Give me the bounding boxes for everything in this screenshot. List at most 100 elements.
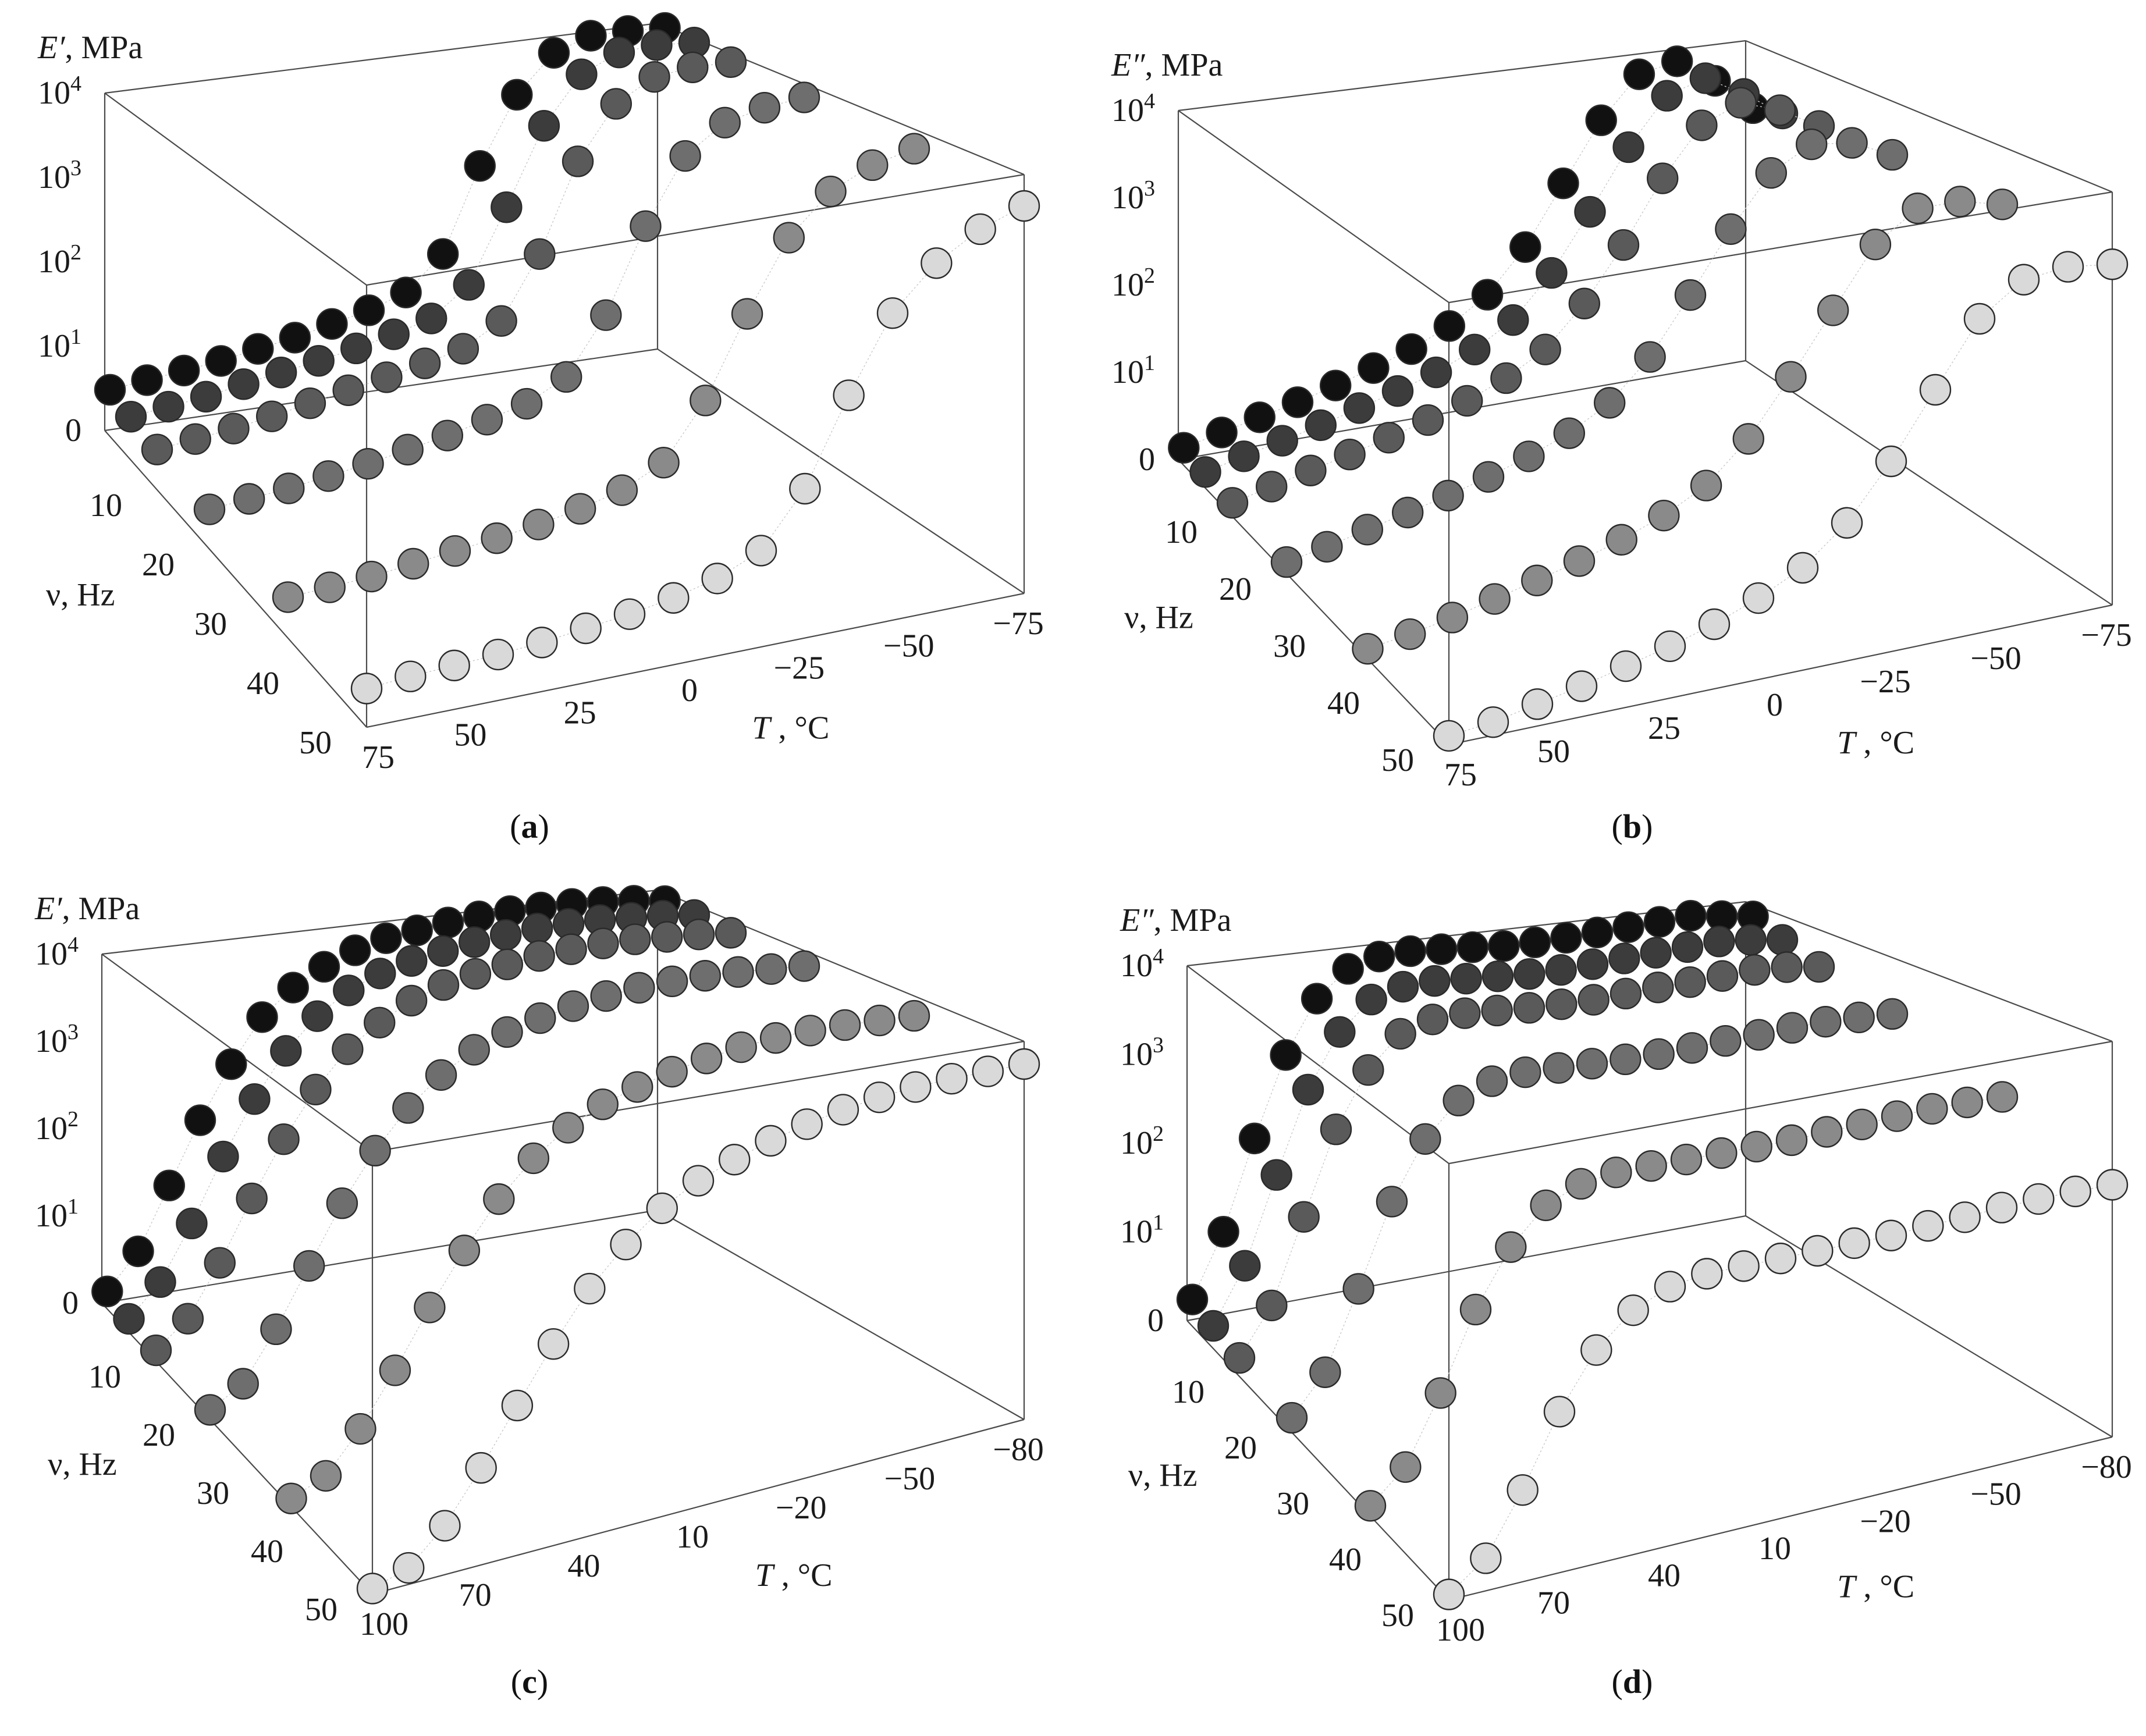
z-tick-label: 102 — [38, 240, 81, 280]
z-axis-symbol: E′ — [34, 891, 62, 927]
data-point — [1607, 229, 1640, 261]
data-point — [1553, 417, 1585, 449]
data-point — [1706, 1137, 1738, 1169]
data-point — [1671, 931, 1704, 963]
data-point — [1640, 937, 1672, 969]
data-point — [755, 953, 787, 985]
data-point — [1568, 287, 1600, 319]
data-point — [1459, 333, 1491, 366]
data-point — [429, 1510, 461, 1542]
data-point — [1495, 1231, 1527, 1263]
nu-axis-ticks: 10 20 30 40 50 — [90, 488, 332, 761]
nu-tick-label: 40 — [1327, 685, 1360, 721]
t-axis-title: T , °C — [1837, 725, 1914, 761]
data-point — [270, 1035, 302, 1067]
data-point — [153, 1169, 185, 1201]
z-tick-base: 10 — [1111, 93, 1144, 129]
t-tick-label: 10 — [676, 1519, 709, 1555]
data-point — [152, 390, 184, 423]
z-tick-base: 10 — [35, 1111, 67, 1147]
data-point — [557, 990, 589, 1022]
data-point — [194, 1394, 226, 1426]
t-axis-unit: , °C — [773, 1557, 833, 1593]
data-point — [1197, 1310, 1230, 1342]
data-point — [1481, 960, 1514, 992]
data-point — [1530, 1189, 1562, 1221]
caption-close: ) — [1642, 1663, 1653, 1701]
data-point — [1260, 1159, 1292, 1191]
series-guide-line — [157, 62, 731, 450]
box-edge-top-right — [657, 889, 1025, 1043]
data-point — [590, 299, 622, 331]
nu-axis-title: ν, Hz — [1124, 600, 1193, 636]
data-point — [326, 1187, 358, 1219]
data-point — [1207, 1216, 1239, 1248]
z-axis-unit: , MPa — [65, 30, 143, 66]
data-point — [1876, 998, 1909, 1030]
data-point — [630, 210, 662, 242]
caption-close: ) — [1642, 807, 1653, 845]
data-point — [485, 305, 517, 337]
data-point — [371, 361, 403, 393]
data-point — [1859, 229, 1892, 261]
t-axis-symbol: T — [1837, 1569, 1857, 1605]
t-tick-label: −25 — [774, 650, 825, 686]
data-point — [279, 322, 311, 354]
data-point — [1301, 983, 1333, 1015]
data-point — [458, 1034, 490, 1066]
t-tick-label: 40 — [567, 1548, 600, 1584]
data-point — [528, 110, 560, 142]
nu-tick-label: 20 — [142, 547, 175, 583]
data-point — [1470, 1542, 1502, 1574]
data-point — [364, 958, 396, 990]
data-point — [1703, 926, 1735, 958]
nu-tick-label: 30 — [1273, 628, 1306, 664]
data-point — [1739, 954, 1771, 986]
data-point — [1617, 1294, 1649, 1326]
data-point — [1416, 1004, 1449, 1036]
caption-open: ( — [510, 807, 521, 845]
data-point — [1771, 951, 1803, 983]
data-point — [260, 1313, 292, 1346]
data-point — [272, 581, 304, 613]
data-point — [1206, 417, 1238, 449]
data-point — [1545, 954, 1577, 986]
data-point — [356, 1573, 389, 1605]
data-point — [344, 1413, 376, 1445]
data-point — [246, 1001, 278, 1033]
data-point — [1384, 1018, 1416, 1050]
box-edge-top-right — [1745, 40, 2113, 193]
data-point — [453, 269, 485, 301]
data-point — [1419, 965, 1451, 997]
data-point — [141, 433, 173, 465]
data-point — [2008, 264, 2040, 296]
data-point — [227, 1368, 259, 1400]
nu-axis-unit: , Hz — [1139, 600, 1193, 636]
t-tick-label: 100 — [360, 1606, 408, 1642]
z-tick-exponent: 3 — [67, 1020, 79, 1044]
data-point — [1786, 552, 1819, 584]
z-tick-exponent: 4 — [67, 933, 79, 957]
data-point — [1985, 1191, 2018, 1223]
data-point — [1651, 80, 1683, 112]
data-point — [1732, 423, 1765, 455]
t-tick-label: −50 — [883, 628, 935, 664]
z-tick-base: 10 — [1120, 948, 1153, 984]
data-point — [791, 1108, 823, 1140]
caption-open: ( — [1612, 1663, 1623, 1701]
t-axis-ticks: 75 50 25 0 −25 −50 −75 — [1444, 617, 2132, 793]
data-point — [833, 379, 865, 411]
data-point — [566, 58, 598, 90]
data-point — [1433, 1578, 1465, 1610]
data-point — [517, 1142, 550, 1175]
data-point — [1951, 1086, 1983, 1119]
t-tick-label: 75 — [1444, 757, 1477, 793]
z-axis-title: E′, MPa — [37, 30, 143, 66]
data-point — [526, 627, 558, 659]
t-tick-label: 50 — [454, 717, 486, 753]
t-tick-label: −20 — [776, 1490, 827, 1526]
data-point — [731, 298, 763, 330]
nu-axis-ticks: 10 20 30 40 50 — [1165, 514, 1414, 778]
data-point — [1008, 190, 1040, 222]
